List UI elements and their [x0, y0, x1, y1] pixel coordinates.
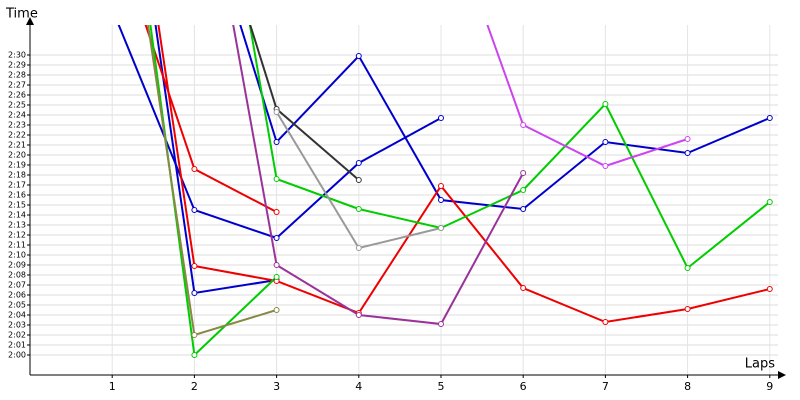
y-tick-label: 2:26 [8, 91, 26, 100]
y-tick-label: 2:05 [8, 301, 26, 310]
y-axis-arrow [26, 17, 34, 25]
point [273, 307, 280, 313]
y-tick-label: 2:30 [8, 51, 26, 60]
y-tick-label: 2:25 [8, 101, 26, 110]
point [602, 163, 609, 169]
y-tick-label: 2:14 [8, 211, 26, 220]
point [766, 286, 773, 292]
point [355, 53, 362, 59]
point [437, 115, 444, 121]
x-tick-label: 4 [355, 380, 362, 393]
y-tick-label: 2:21 [8, 141, 26, 150]
y-tick-label: 2:24 [8, 111, 26, 120]
point [273, 139, 280, 145]
y-tick-label: 2:07 [8, 281, 26, 290]
series-line [486, 25, 688, 168]
y-tick-label: 2:15 [8, 201, 26, 210]
point [355, 177, 362, 183]
point [684, 150, 691, 156]
point [191, 263, 198, 269]
y-tick-label: 2:13 [8, 221, 26, 230]
point [437, 225, 444, 231]
y-tick-label: 2:23 [8, 121, 26, 130]
y-tick-label: 2:02 [8, 331, 26, 340]
y-tick-label: 2:18 [8, 171, 26, 180]
point [684, 265, 691, 271]
y-tick-label: 2:29 [8, 61, 26, 70]
point [355, 312, 362, 318]
point [191, 352, 198, 358]
x-tick-label: 2 [191, 380, 198, 393]
point [273, 274, 280, 280]
series-line [248, 25, 771, 270]
point [437, 183, 444, 189]
point [273, 235, 280, 241]
point [520, 187, 527, 193]
point [273, 176, 280, 182]
x-tick-label: 8 [684, 380, 691, 393]
point [602, 139, 609, 145]
point [355, 206, 362, 212]
point [191, 207, 198, 213]
y-tick-label: 2:12 [8, 231, 26, 240]
point [520, 285, 527, 291]
point [273, 209, 280, 215]
point [684, 136, 691, 142]
point [684, 306, 691, 312]
point [191, 166, 198, 172]
point [355, 245, 362, 251]
point [191, 290, 198, 296]
x-tick-label: 9 [766, 380, 773, 393]
y-tick-label: 2:20 [8, 151, 26, 160]
x-tick-label: 5 [437, 380, 444, 393]
point [602, 101, 609, 107]
y-tick-label: 2:27 [8, 81, 26, 90]
series-line [239, 25, 771, 211]
x-tick-label: 3 [273, 380, 280, 393]
point [437, 197, 444, 203]
y-tick-label: 2:17 [8, 181, 26, 190]
y-tick-label: 2:08 [8, 271, 26, 280]
point [520, 206, 527, 212]
y-tick-label: 2:10 [8, 251, 26, 260]
y-tick-label: 2:04 [8, 311, 26, 320]
point [766, 199, 773, 205]
y-tick-label: 2:11 [8, 241, 26, 250]
point [273, 262, 280, 268]
y-axis-label: Time [5, 7, 38, 22]
grid [30, 25, 778, 375]
point [766, 115, 773, 121]
y-tick-label: 2:16 [8, 191, 26, 200]
point [602, 319, 609, 325]
point [191, 332, 198, 338]
plot-area [117, 25, 773, 358]
y-tick-label: 2:00 [8, 351, 26, 360]
y-tick-label: 2:28 [8, 71, 26, 80]
point [273, 109, 280, 115]
y-tick-label: 2:09 [8, 261, 26, 270]
point [520, 122, 527, 128]
x-tick-label: 6 [520, 380, 527, 393]
x-axis-label: Laps [745, 357, 775, 372]
x-axis-arrow [778, 371, 786, 379]
y-tick-label: 2:22 [8, 131, 26, 140]
x-tick-label: 1 [109, 380, 116, 393]
point [520, 170, 527, 176]
point [355, 160, 362, 166]
y-tick-label: 2:03 [8, 321, 26, 330]
point [437, 321, 444, 327]
y-tick-label: 2:01 [8, 341, 26, 350]
y-tick-label: 2:19 [8, 161, 26, 170]
x-tick-label: 7 [602, 380, 609, 393]
y-tick-label: 2:06 [8, 291, 26, 300]
